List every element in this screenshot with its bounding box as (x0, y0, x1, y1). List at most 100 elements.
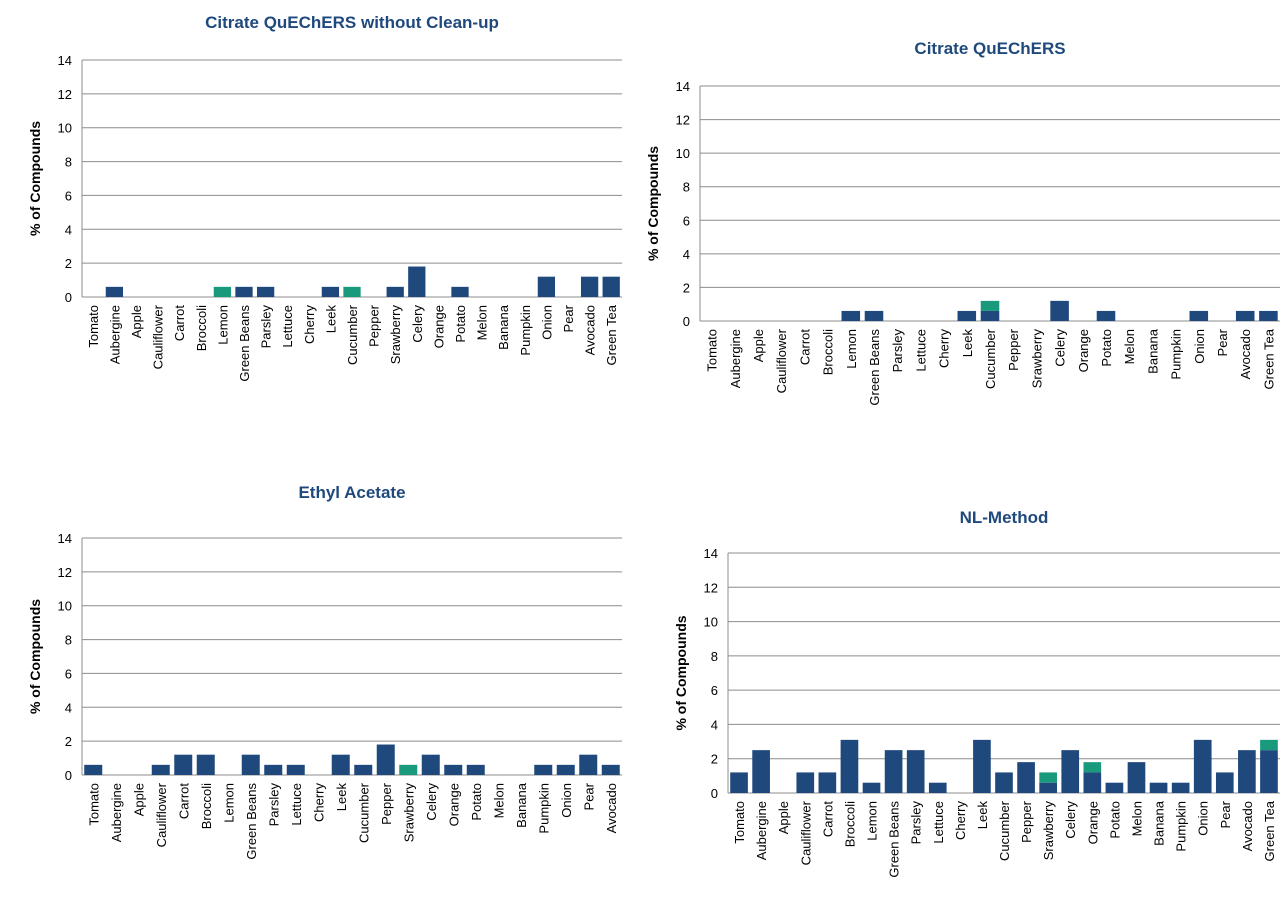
bar (105, 286, 124, 297)
chart-title: Citrate QuEChERS (914, 39, 1065, 58)
bar (818, 772, 837, 793)
x-tick-label: Pepper (367, 304, 382, 347)
x-tick-label: Broccoli (194, 305, 209, 351)
bar (1259, 310, 1278, 321)
bar (286, 764, 305, 775)
x-tick-label: Lemon (215, 305, 230, 345)
x-tick-label: Banana (496, 304, 511, 350)
x-tick-label: Cucumber (345, 304, 360, 365)
x-tick-label: Broccoli (199, 783, 214, 829)
y-tick-label: 10 (58, 599, 72, 614)
x-tick-label: Srawberry (1041, 801, 1056, 861)
y-tick-label: 14 (58, 53, 72, 68)
bar (1171, 782, 1190, 793)
x-tick-label: Tomato (732, 801, 747, 844)
x-tick-label: Green Beans (244, 783, 259, 860)
x-tick-label: Orange (431, 305, 446, 348)
bar (343, 286, 361, 297)
x-tick-label: Pumpkin (1169, 329, 1184, 380)
bar (331, 754, 350, 775)
y-tick-label: 14 (58, 531, 72, 546)
bar (1238, 750, 1256, 793)
x-tick-label: Broccoli (821, 329, 836, 375)
x-tick-label: Srawberry (401, 783, 416, 843)
x-tick-label: Cherry (937, 329, 952, 369)
bar (602, 276, 620, 297)
x-tick-label: Cherry (311, 783, 326, 823)
x-tick-label: Lemon (221, 783, 236, 823)
y-tick-label: 6 (683, 213, 690, 228)
x-tick-label: Green Beans (867, 329, 882, 406)
x-tick-label: Avocado (583, 305, 598, 355)
y-axis-label: % of Compounds (27, 599, 43, 714)
bar (151, 764, 170, 775)
y-axis-label: % of Compounds (673, 615, 689, 730)
bar (730, 772, 748, 793)
y-tick-label: 2 (711, 752, 718, 767)
x-tick-label: Celery (1063, 801, 1078, 839)
y-tick-label: 8 (65, 155, 72, 170)
bar (906, 750, 925, 793)
y-tick-label: 0 (711, 786, 718, 801)
y-tick-label: 4 (711, 717, 718, 732)
x-tick-label: Apple (129, 305, 144, 338)
x-tick-label: Leek (975, 801, 990, 830)
bar (864, 310, 884, 321)
bar (980, 300, 1000, 311)
bar (444, 764, 463, 775)
y-tick-label: 14 (676, 79, 690, 94)
y-tick-label: 10 (58, 121, 72, 136)
x-tick-label: Lemon (865, 801, 880, 841)
bar (241, 754, 260, 775)
bar (1127, 762, 1146, 793)
bar (174, 754, 193, 775)
bar (1235, 310, 1255, 321)
bar (1083, 762, 1102, 773)
bar (376, 744, 395, 775)
bar (399, 764, 418, 775)
x-tick-label: Melon (475, 305, 490, 340)
x-tick-label: Banana (1152, 800, 1167, 846)
bar (354, 764, 373, 775)
bar (980, 310, 1000, 321)
x-tick-label: Parsley (890, 329, 905, 373)
x-tick-label: Broccoli (842, 801, 857, 847)
x-tick-label: Cauliflower (798, 800, 813, 865)
x-tick-label: Lettuce (931, 801, 946, 844)
x-tick-label: Parsley (259, 305, 274, 349)
bar (1083, 772, 1102, 793)
bar (1149, 782, 1168, 793)
bar (1105, 782, 1124, 793)
x-tick-label: Green Beans (887, 801, 902, 878)
bar (752, 750, 770, 793)
chart-title: Ethyl Acetate (298, 483, 405, 502)
y-axis-label: % of Compounds (645, 146, 661, 261)
bar (1189, 310, 1209, 321)
bar (579, 754, 598, 775)
x-tick-label: Green Beans (237, 305, 252, 382)
x-tick-label: Onion (1192, 329, 1207, 364)
x-tick-label: Carrot (797, 329, 812, 366)
x-tick-label: Melon (1122, 329, 1137, 364)
y-tick-label: 0 (65, 768, 72, 783)
x-tick-label: Pepper (1006, 328, 1021, 371)
x-tick-label: Aubergine (754, 801, 769, 860)
x-tick-label: Apple (751, 329, 766, 362)
y-tick-label: 4 (683, 247, 690, 262)
bar (601, 764, 620, 775)
x-tick-label: Carrot (820, 801, 835, 838)
x-tick-label: Potato (453, 305, 468, 343)
x-tick-label: Pepper (379, 782, 394, 825)
y-tick-label: 10 (676, 146, 690, 161)
y-tick-label: 8 (711, 649, 718, 664)
y-tick-label: 8 (683, 180, 690, 195)
y-tick-label: 2 (65, 256, 72, 271)
bar (840, 739, 859, 793)
x-tick-label: Tomato (86, 783, 101, 826)
x-tick-label: Cucumber (356, 782, 371, 843)
x-tick-label: Onion (539, 305, 554, 340)
bar (84, 764, 103, 775)
bar (213, 286, 232, 297)
x-tick-label: Orange (446, 783, 461, 826)
